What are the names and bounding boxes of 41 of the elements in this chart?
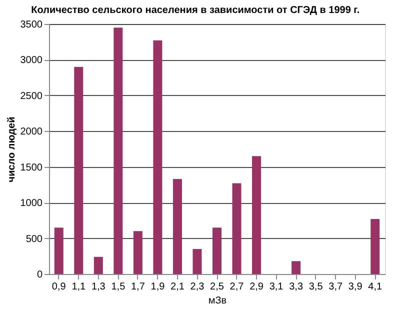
bar <box>74 66 84 274</box>
bar <box>212 228 222 274</box>
bar <box>172 179 182 274</box>
bar <box>192 249 202 274</box>
bar <box>54 228 64 274</box>
x-tick-label: 2,3 <box>190 282 205 292</box>
x-tick-label: 1,9 <box>150 282 166 292</box>
x-tick-label: 1,3 <box>91 282 106 292</box>
x-tick-label: 2,5 <box>210 282 224 292</box>
x-tick-label: 3,3 <box>289 282 304 292</box>
x-tick-label: 1,1 <box>72 282 86 292</box>
x-tick-label: 2,7 <box>230 282 244 292</box>
x-tick-label: 1,7 <box>130 282 146 292</box>
y-tick-label: 1000 <box>20 198 43 210</box>
y-axis-title: число людей <box>6 116 18 182</box>
x-tick-label: 3,1 <box>269 282 284 292</box>
y-tick-label: 1500 <box>20 162 43 174</box>
y-tick-label: 3000 <box>20 55 43 66</box>
x-tick-label: 0,9 <box>52 282 66 292</box>
bar <box>114 28 123 274</box>
x-tick-label: 3,9 <box>348 282 363 292</box>
x-tick-label: 3,5 <box>308 282 324 292</box>
x-tick-label: 1,5 <box>111 282 126 292</box>
y-tick-label: 500 <box>26 234 43 245</box>
x-tick-label: 2,1 <box>170 282 185 292</box>
x-tick-label: 2,9 <box>250 282 264 292</box>
bar <box>292 261 301 274</box>
y-tick-label: 2500 <box>20 90 43 102</box>
y-tick-label: 3500 <box>20 20 43 30</box>
y-tick-label: 0 <box>36 270 43 280</box>
x-tick-label: 4,1 <box>368 282 383 292</box>
bar <box>232 183 242 274</box>
bar <box>94 256 103 274</box>
x-tick-label: 3,7 <box>328 282 343 292</box>
x-axis-title: мЗв <box>208 296 227 306</box>
chart-title: Количество сельского населения в зависимости от СГЭД в 1999 г. <box>31 5 360 16</box>
bar <box>252 156 262 274</box>
bar <box>153 40 162 274</box>
bar <box>370 219 380 274</box>
y-tick-label: 2000 <box>20 126 43 138</box>
bar <box>133 231 142 274</box>
